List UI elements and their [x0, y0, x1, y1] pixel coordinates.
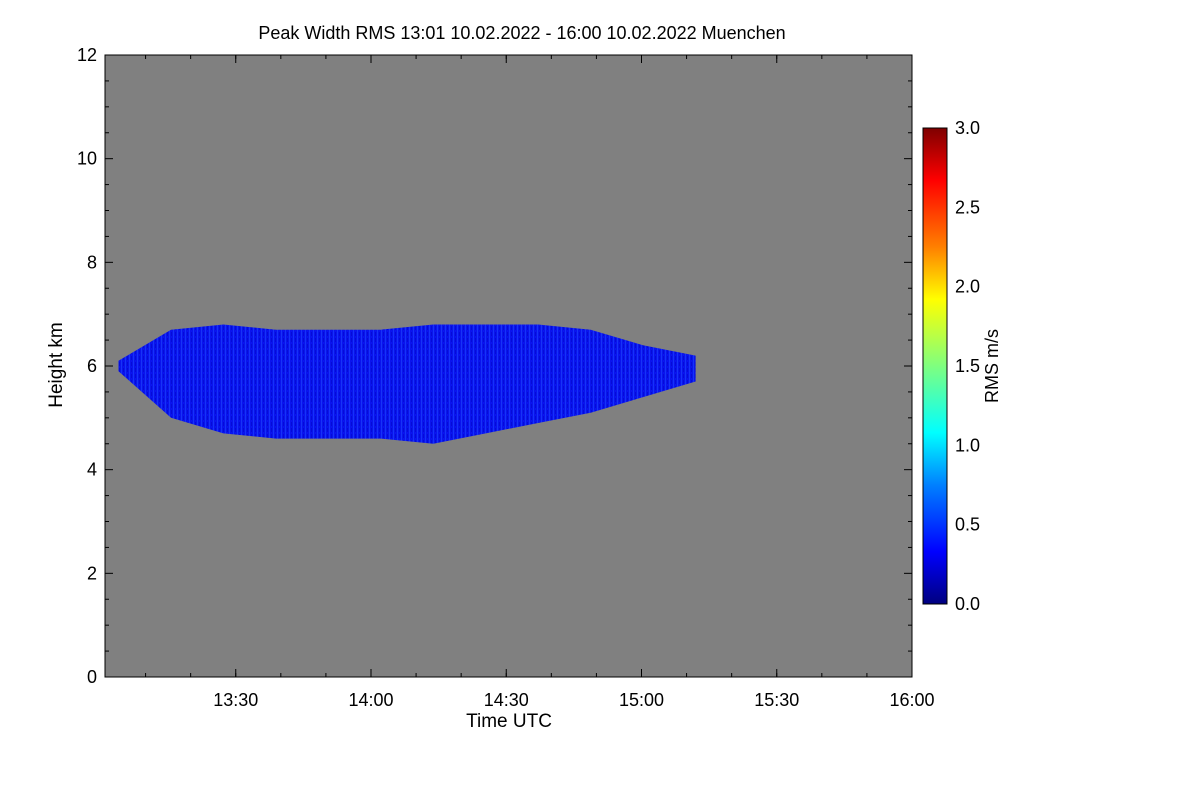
colorbar-tick-label: 1.0 — [955, 435, 980, 455]
x-tick-label: 15:30 — [754, 690, 799, 710]
plot-frame — [104, 54, 913, 678]
chart-title: Peak Width RMS 13:01 10.02.2022 - 16:00 … — [258, 23, 785, 43]
x-tick-labels: 13:30 14:00 14:30 15:00 15:30 16:00 — [213, 690, 934, 710]
y-tick-label: 12 — [77, 45, 97, 65]
colorbar-tick-label: 3.0 — [955, 118, 980, 138]
colorbar-tick-label: 2.0 — [955, 277, 980, 297]
x-tick-label: 13:30 — [213, 690, 258, 710]
x-tick-label: 14:30 — [484, 690, 529, 710]
y-tick-label: 4 — [87, 460, 97, 480]
colorbar-label: RMS m/s — [982, 329, 1002, 403]
y-tick-label: 6 — [87, 356, 97, 376]
x-tick-label: 14:00 — [348, 690, 393, 710]
y-tick-label: 0 — [87, 667, 97, 687]
y-tick-labels: 0 2 4 6 8 10 12 — [77, 45, 97, 687]
colorbar-tick-label: 0.5 — [955, 515, 980, 535]
colorbar-tick-label: 0.0 — [955, 594, 980, 614]
y-tick-label: 8 — [87, 252, 97, 272]
colorbar-tick-label: 2.5 — [955, 197, 980, 217]
echo-layer — [118, 324, 696, 444]
colorbar — [922, 127, 948, 605]
x-axis-label: Time UTC — [466, 711, 552, 732]
colorbar-tick-label: 1.5 — [955, 356, 980, 376]
y-axis-label: Height km — [46, 322, 67, 408]
y-tick-label: 10 — [77, 149, 97, 169]
x-tick-label: 15:00 — [619, 690, 664, 710]
axis-ticks — [105, 54, 913, 678]
x-tick-label: 16:00 — [889, 690, 934, 710]
colorbar-tick-labels: 0.0 0.5 1.0 1.5 2.0 2.5 3.0 — [955, 118, 980, 614]
echo-region — [118, 324, 696, 444]
y-tick-label: 2 — [87, 563, 97, 583]
